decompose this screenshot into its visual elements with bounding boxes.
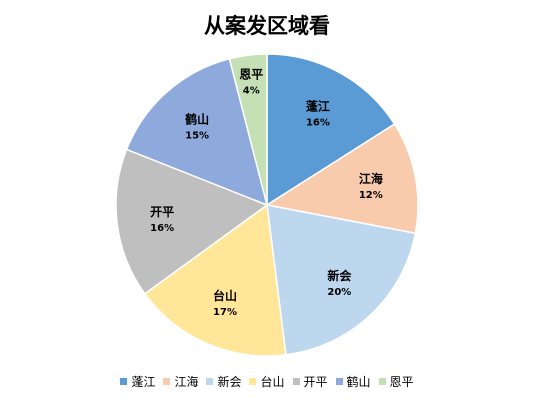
slice-label-3: 台山: [213, 288, 237, 303]
legend-item-5: 鹤山: [335, 373, 371, 390]
pie-slices: [115, 53, 419, 357]
legend-item-1: 江海: [163, 373, 198, 390]
slice-value-label-6: 4%: [243, 86, 260, 97]
slice-value-label-3: 17%: [213, 307, 237, 318]
legend-item-3: 台山: [249, 373, 285, 390]
legend-item-0: 蓬江: [120, 373, 155, 390]
legend-swatch-6: [378, 378, 386, 385]
legend-swatch-3: [249, 378, 257, 385]
legend-swatch-4: [292, 378, 300, 385]
pie-slice-2: [266, 204, 417, 356]
legend-label-6: 恩平: [389, 375, 414, 389]
pie-slice-6: [228, 53, 268, 206]
legend-label-3: 台山: [260, 375, 285, 389]
legend-swatch-0: [120, 378, 128, 385]
slice-label-6: 恩平: [239, 67, 263, 82]
pie-slice-3: [143, 203, 287, 357]
slice-value-label-1: 12%: [359, 190, 383, 201]
slice-value-label-0: 16%: [306, 117, 330, 128]
slice-label-0: 蓬江: [306, 98, 330, 113]
legend-item-2: 新会: [206, 373, 241, 390]
legend-swatch-5: [335, 378, 343, 385]
pie-slice-0: [266, 53, 396, 207]
slice-value-label-5: 15%: [185, 131, 209, 142]
legend-label-2: 新会: [217, 375, 242, 389]
legend-swatch-2: [206, 378, 214, 385]
pie-slice-1: [264, 123, 419, 235]
slice-label-2: 新会: [327, 268, 352, 283]
chart-legend: 蓬江 江海 新会 台山 开平 鹤山 恩平: [0, 373, 534, 390]
legend-swatch-1: [163, 378, 171, 385]
pie-slice-4: [115, 148, 269, 295]
chart-title: 从案发区域看: [204, 14, 330, 38]
legend-item-6: 恩平: [378, 373, 414, 390]
legend-label-1: 江海: [174, 375, 199, 389]
legend-item-4: 开平: [292, 373, 328, 390]
pie-chart: 蓬江 16% 江海 12% 新会 20% 台山 17% 开平 16% 鹤山 15% 恩平 4%: [115, 53, 419, 357]
legend-label-4: 开平: [303, 375, 328, 389]
slice-value-label-4: 16%: [150, 223, 174, 234]
legend-label-0: 蓬江: [131, 375, 156, 389]
slice-label-4: 开平: [150, 205, 174, 219]
slice-value-label-2: 20%: [327, 287, 351, 298]
slice-label-1: 江海: [359, 171, 383, 186]
pie-labels: 蓬江 16% 江海 12% 新会 20% 台山 17% 开平 16% 鹤山 15% 恩平 4%: [150, 67, 383, 318]
slice-label-5: 鹤山: [185, 112, 209, 127]
legend-label-5: 鹤山: [346, 375, 371, 389]
pie-slice-5: [125, 57, 269, 207]
